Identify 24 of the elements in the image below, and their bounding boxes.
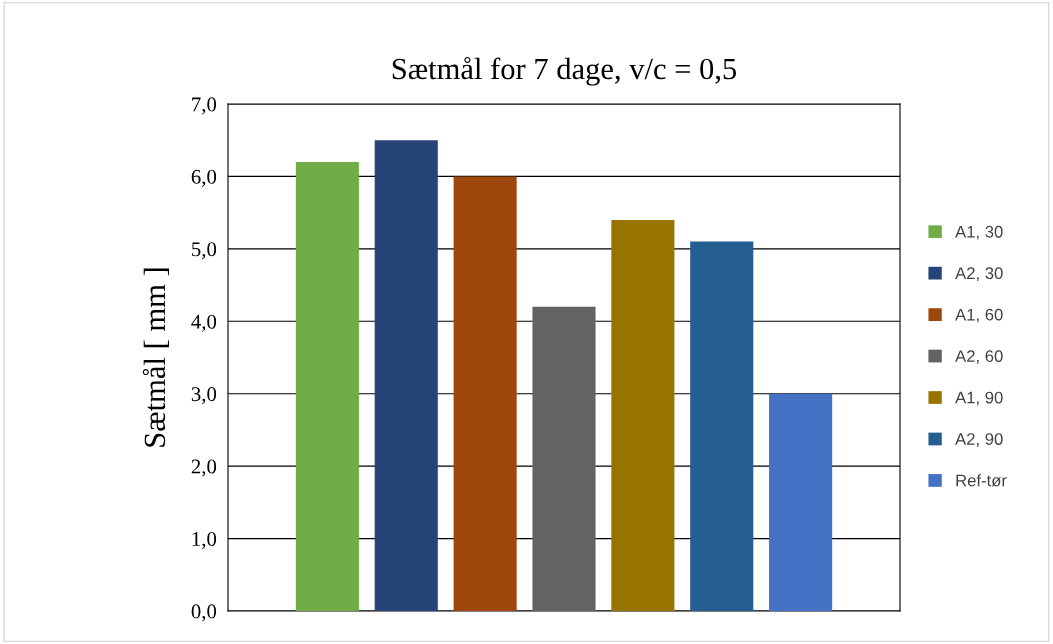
y-tick-label: 7,0 (192, 97, 217, 115)
y-axis-title: Sætmål [ mm ] (142, 268, 169, 447)
legend-label: A1, 90 (955, 391, 1003, 406)
bar (295, 161, 359, 611)
legend-label: Ref-tør (956, 474, 1007, 487)
bar (769, 393, 833, 611)
legend-label: A1, 30 (955, 225, 1003, 240)
legend-label: A2, 30 (955, 267, 1003, 282)
bar (374, 140, 438, 611)
bar (532, 306, 596, 611)
legend-label: A1, 60 (955, 308, 1003, 323)
y-tick-label: 5,0 (192, 242, 217, 260)
y-tick-label: 0,0 (191, 604, 217, 622)
legend-label: A2, 90 (955, 433, 1003, 447)
y-tick-label: 1,0 (192, 531, 217, 549)
bar (453, 176, 517, 611)
y-tick-label: 6,0 (191, 169, 217, 187)
bar (690, 241, 754, 611)
y-tick-label: 2,0 (191, 459, 217, 477)
y-tick-label: 3,0 (191, 387, 217, 405)
y-tick-label: 4,0 (191, 314, 217, 332)
chart-title: Sætmål for 7 dage, v/c = 0,5 (392, 56, 737, 86)
legend-label: A2, 60 (955, 350, 1003, 364)
bar (611, 219, 675, 611)
